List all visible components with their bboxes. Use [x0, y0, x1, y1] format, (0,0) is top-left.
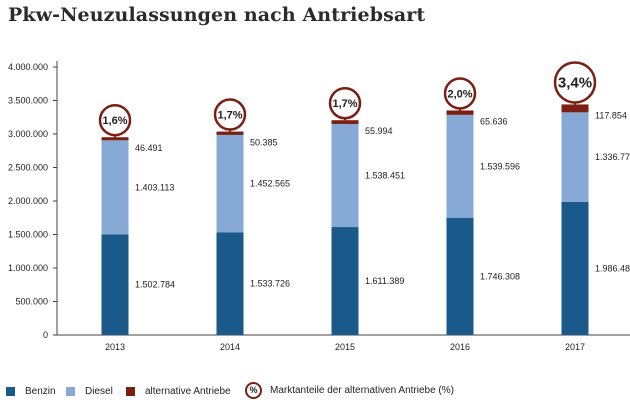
data-label-alt: 55.994 [365, 126, 393, 136]
data-label-benzin: 1.533.726 [250, 279, 290, 289]
bar-segment-benzin [331, 227, 359, 335]
bar-segment-alt [101, 137, 129, 141]
bar-segment-diesel [331, 123, 359, 228]
stacked-bar-chart: 0 500.000 1.000.000 1.500.000 2.000.000 2.500… [8, 61, 630, 352]
data-label-benzin: 1.502.784 [135, 280, 175, 290]
bar-segment-benzin [216, 232, 244, 335]
legend-label-alt: alternative Antriebe [145, 386, 231, 397]
y-tick-label: 500.000 [15, 297, 48, 307]
legend-label-benzin: Benzin [25, 386, 56, 397]
data-label-diesel: 1.539.596 [480, 161, 520, 171]
bar-segment-alt [331, 120, 359, 124]
x-tick-label: 2015 [335, 342, 355, 352]
y-tick-label: 1.000.000 [8, 263, 48, 273]
data-label-alt: 117.854 [595, 110, 627, 120]
x-tick-label: 2017 [565, 342, 585, 352]
y-tick-label: 4.000.000 [8, 62, 48, 72]
bar-segment-diesel [101, 140, 129, 235]
y-tick-label: 3.000.000 [8, 129, 48, 139]
x-tick-label: 2016 [450, 342, 470, 352]
y-tick-label: 2.000.000 [8, 196, 48, 206]
y-tick-label: 2.500.000 [8, 163, 48, 173]
legend-swatch-diesel [66, 387, 75, 396]
legend-swatch-alt [126, 387, 135, 396]
legend-item-alt: alternative Antriebe [126, 386, 231, 397]
y-tick-label: 0 [43, 330, 48, 340]
bar-segment-diesel [216, 134, 244, 233]
data-label-alt: 65.636 [480, 116, 508, 126]
data-label-benzin: 1.611.389 [365, 276, 404, 286]
x-tick-label: 2013 [105, 342, 125, 352]
y-tick-label: 3.500.000 [8, 96, 48, 106]
legend-item-diesel: Diesel [66, 386, 113, 397]
share-label: 1,7% [332, 98, 357, 110]
data-label-diesel: 1.336.77 [595, 152, 630, 162]
bar-segment-benzin [101, 234, 129, 335]
share-label: 1,7% [217, 110, 242, 122]
bar-segment-benzin [561, 201, 589, 335]
legend-label-share: Marktanteile der alternativen Antriebe (… [270, 385, 454, 396]
share-label: 2,0% [447, 88, 472, 100]
data-label-alt: 50.385 [250, 138, 278, 148]
bar-segment-benzin [446, 217, 474, 335]
data-label-diesel: 1.452.565 [250, 179, 290, 189]
data-label-diesel: 1.403.113 [135, 182, 174, 192]
chart-title: Pkw-Neuzulassungen nach Antriebsart [8, 4, 426, 26]
legend: Benzin Diesel alternative Antriebe % Mar… [0, 382, 630, 405]
legend-label-diesel: Diesel [85, 386, 113, 397]
data-label-diesel: 1.538.451 [365, 170, 405, 180]
share-label: 1,6% [102, 115, 127, 127]
percent-circle-icon: % [245, 382, 262, 399]
bar-segment-alt [216, 131, 244, 135]
legend-item-share: % Marktanteile der alternativen Antriebe… [245, 382, 454, 399]
legend-item-benzin: Benzin [6, 386, 56, 397]
bar-segment-diesel [561, 112, 589, 202]
share-label: 3,4% [558, 74, 592, 91]
y-tick-label: 1.500.000 [8, 230, 48, 240]
legend-swatch-benzin [6, 387, 15, 396]
x-tick-label: 2014 [220, 342, 240, 352]
bar-segment-alt [561, 104, 589, 113]
bar-segment-alt [446, 110, 474, 115]
data-label-benzin: 1.746.308 [480, 271, 520, 281]
bar-segment-diesel [446, 114, 474, 218]
data-label-alt: 46.491 [135, 143, 163, 153]
data-label-benzin: 1.986.48 [595, 263, 630, 273]
